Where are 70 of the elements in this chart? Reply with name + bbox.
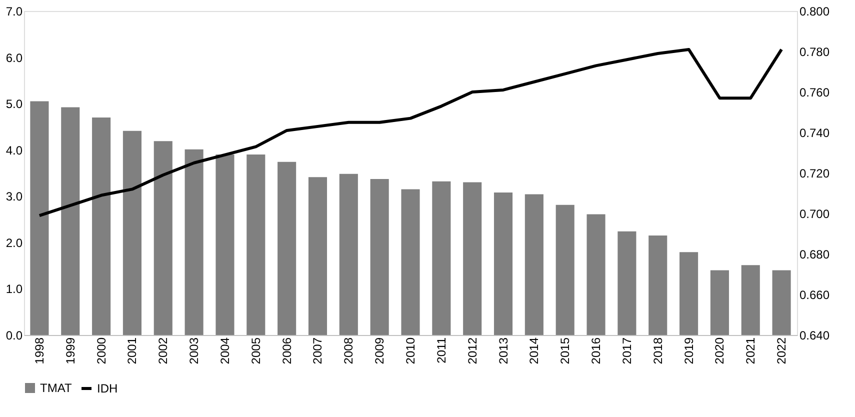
y2-tick-label: 0.640 [800, 328, 830, 342]
y-tick-label: 0.0 [6, 328, 23, 342]
x-tick-label: 1998 [32, 337, 46, 364]
y2-tick-label: 0.800 [800, 4, 830, 18]
x-tick-label: 1999 [63, 337, 78, 364]
y-tick-label: 3.0 [6, 190, 23, 204]
bar [154, 141, 172, 335]
x-tick-label: 2004 [218, 337, 232, 364]
x-tick-label: 2008 [342, 337, 356, 364]
y-tick-label: 1.0 [6, 282, 23, 296]
bar [184, 149, 204, 335]
y-tick-label: 6.0 [6, 50, 23, 65]
y2-tick-label: 0.780 [800, 45, 830, 59]
bar [401, 189, 420, 335]
bar [586, 214, 606, 335]
bar [370, 179, 389, 335]
x-tick-label: 2020 [712, 337, 727, 364]
x-tick-label: 2022 [774, 337, 789, 364]
bar [494, 192, 513, 335]
legend-label: IDH [97, 382, 118, 396]
y2-tick-label: 0.680 [800, 248, 830, 262]
x-tick-label: 2006 [280, 337, 294, 364]
x-tick-label: 2018 [650, 337, 665, 364]
x-tick-label: 2019 [682, 337, 696, 364]
x-tick-label: 2010 [404, 337, 418, 364]
bar [772, 270, 791, 335]
legend-label: TMAT [40, 381, 72, 395]
x-tick-label: 2011 [434, 337, 448, 364]
bar [339, 174, 358, 335]
bar [524, 194, 544, 335]
y-tick-label: 4.0 [6, 143, 23, 158]
bar [648, 235, 668, 335]
y2-tick-label: 0.720 [800, 166, 830, 180]
bar [741, 265, 760, 335]
y2-tick-label: 0.660 [800, 288, 830, 302]
x-tick-label: 2005 [248, 337, 263, 364]
bar [216, 154, 234, 335]
y2-tick-label: 0.760 [800, 86, 830, 100]
x-tick-label: 2000 [94, 337, 108, 364]
line-series [38, 48, 784, 218]
x-tick-label: 2002 [156, 337, 170, 364]
bar [308, 177, 328, 335]
bar [30, 101, 49, 335]
bar [680, 252, 698, 335]
y-tick-label: 2.0 [6, 236, 23, 250]
bar [92, 117, 111, 335]
x-tick-label: 2003 [187, 337, 202, 364]
bar [61, 107, 80, 335]
x-tick-label: 2012 [465, 337, 480, 364]
x-tick-label: 2016 [589, 337, 604, 364]
x-tick-label: 2009 [372, 337, 387, 364]
y-tick-label: 7.0 [6, 4, 23, 18]
y-tick-label: 5.0 [6, 97, 23, 112]
y2-tick-label: 0.740 [800, 126, 830, 140]
x-tick-label: 2015 [558, 337, 572, 364]
bar [278, 162, 296, 335]
bar [618, 231, 636, 335]
bar [122, 130, 142, 335]
bar [463, 182, 482, 335]
y2-tick-label: 0.700 [800, 207, 830, 221]
x-tick-label: 2021 [744, 337, 758, 364]
bar [246, 154, 266, 335]
x-tick-label: 2014 [527, 337, 542, 364]
bar [710, 270, 729, 335]
x-tick-label: 2001 [125, 337, 140, 364]
x-tick-label: 2013 [496, 337, 510, 364]
x-tick-label: 2007 [310, 337, 325, 364]
bar [556, 204, 574, 335]
bar [432, 181, 451, 335]
x-tick-label: 2017 [620, 337, 634, 364]
